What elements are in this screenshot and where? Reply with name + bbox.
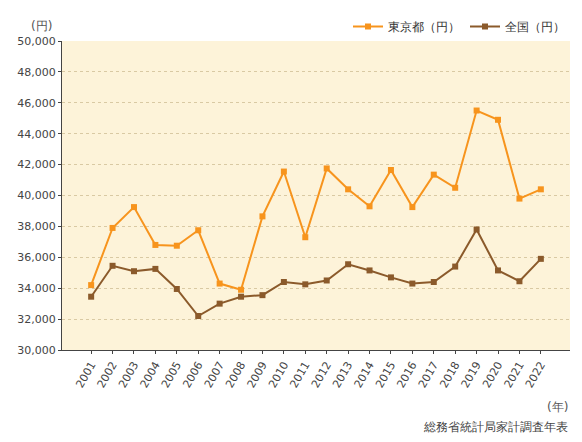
svg-text:2004: 2004 xyxy=(137,359,162,390)
svg-text:2011: 2011 xyxy=(287,359,312,390)
svg-text:2014: 2014 xyxy=(352,359,377,390)
svg-text:44,000: 44,000 xyxy=(17,128,56,141)
svg-text:38,000: 38,000 xyxy=(17,220,56,233)
svg-text:2022: 2022 xyxy=(523,359,548,390)
svg-text:2006: 2006 xyxy=(180,359,205,390)
svg-text:2005: 2005 xyxy=(159,359,184,390)
svg-text:2019: 2019 xyxy=(459,359,484,390)
svg-text:2009: 2009 xyxy=(245,359,270,390)
svg-text:46,000: 46,000 xyxy=(17,97,56,110)
svg-text:(年): (年) xyxy=(547,400,568,414)
svg-text:2002: 2002 xyxy=(95,359,120,390)
svg-text:2003: 2003 xyxy=(116,359,141,390)
svg-text:2021: 2021 xyxy=(502,359,527,390)
svg-text:(円): (円) xyxy=(31,19,52,33)
svg-text:2012: 2012 xyxy=(309,359,334,390)
svg-text:34,000: 34,000 xyxy=(17,282,56,295)
svg-text:総務省統計局家計調査年表: 総務省統計局家計調査年表 xyxy=(423,420,568,434)
svg-text:2016: 2016 xyxy=(394,359,419,390)
svg-text:2010: 2010 xyxy=(266,359,291,390)
svg-text:36,000: 36,000 xyxy=(17,251,56,264)
svg-text:2015: 2015 xyxy=(373,359,398,390)
svg-text:2007: 2007 xyxy=(202,359,227,390)
svg-text:東京都（円）: 東京都（円） xyxy=(388,20,460,34)
svg-text:2008: 2008 xyxy=(223,359,248,390)
svg-text:全国（円）: 全国（円） xyxy=(505,20,565,34)
svg-text:30,000: 30,000 xyxy=(17,344,56,357)
svg-text:2018: 2018 xyxy=(437,359,462,390)
svg-text:48,000: 48,000 xyxy=(17,66,56,79)
svg-text:32,000: 32,000 xyxy=(17,313,56,326)
svg-text:2013: 2013 xyxy=(330,359,355,390)
svg-text:50,000: 50,000 xyxy=(17,35,56,48)
svg-text:2001: 2001 xyxy=(73,359,98,390)
svg-text:2020: 2020 xyxy=(480,359,505,390)
svg-text:40,000: 40,000 xyxy=(17,189,56,202)
svg-text:42,000: 42,000 xyxy=(17,158,56,171)
svg-text:2017: 2017 xyxy=(416,359,441,390)
